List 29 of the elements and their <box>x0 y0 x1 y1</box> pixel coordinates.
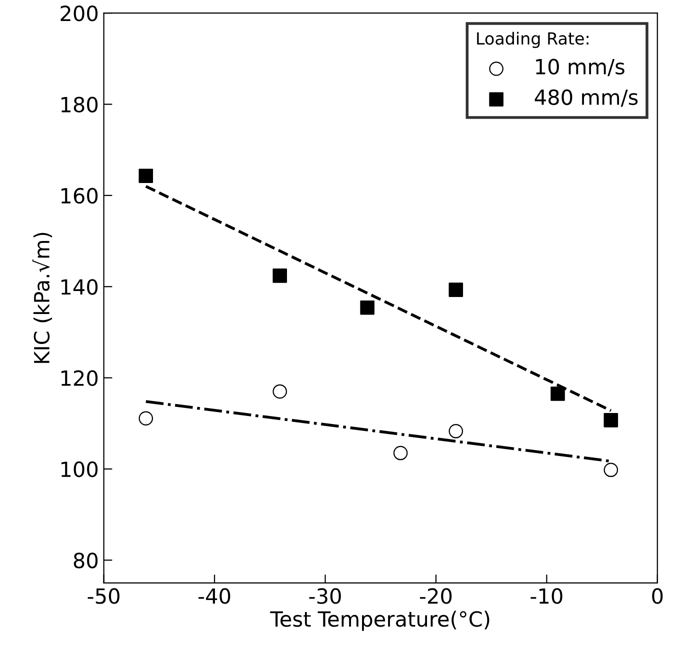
point <box>393 446 408 460</box>
x-tick-label: -50 <box>88 588 120 604</box>
point <box>448 282 464 297</box>
point <box>272 384 287 399</box>
point <box>272 268 287 283</box>
point <box>138 168 154 183</box>
point <box>550 386 565 401</box>
y-tick-label: 140 <box>61 279 98 295</box>
y-tick-label: 180 <box>61 96 98 112</box>
point <box>138 411 154 426</box>
y-tick-label: 100 <box>61 461 98 478</box>
point <box>604 462 618 478</box>
legend-label: 10 mm/s <box>536 58 624 76</box>
y-axis-title: KIC (kPa.√m) <box>32 232 52 363</box>
y-tick-label: 120 <box>61 370 98 386</box>
x-tick-label: 0 <box>652 588 663 604</box>
x-tick-label: -30 <box>309 588 341 604</box>
x-axis-title: Test Temperature(°C) <box>270 610 490 631</box>
point <box>448 424 464 438</box>
x-tick-label: -20 <box>420 588 452 604</box>
y-tick-label: 80 <box>74 552 98 568</box>
point <box>360 300 374 315</box>
legend-label: 480 mm/s <box>534 89 638 107</box>
point <box>604 413 618 428</box>
y-tick-label: 160 <box>61 188 98 204</box>
x-tick-label: -10 <box>530 588 562 604</box>
legend-title: Loading Rate: <box>477 32 588 48</box>
x-tick-label: -40 <box>198 588 230 604</box>
y-tick-label: 200 <box>60 6 98 22</box>
